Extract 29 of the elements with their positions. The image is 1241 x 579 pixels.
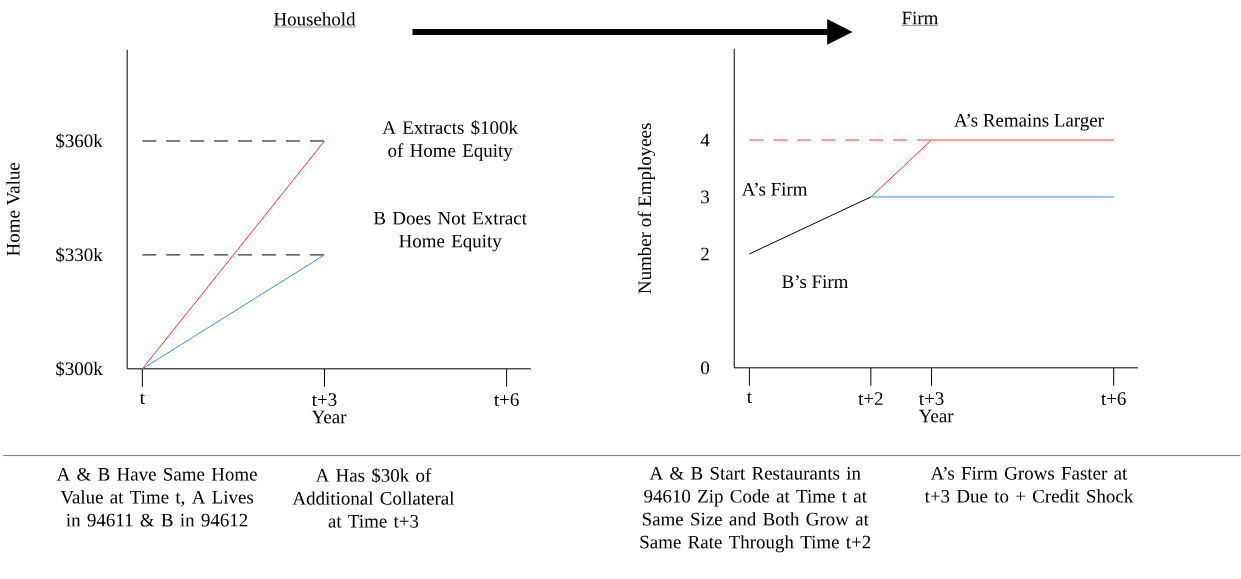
y-tick-label: $300k bbox=[56, 361, 103, 377]
x-tick-label: t+6 bbox=[1101, 392, 1126, 405]
text: A Has $30k of Additional Collateral at Time t+3 bbox=[292, 467, 455, 528]
y-axis-title: Number of Employees bbox=[637, 123, 656, 294]
x-tick-label: t+3 bbox=[311, 393, 337, 406]
y-tick-label: 2 bbox=[701, 247, 709, 261]
chart-title: Firm bbox=[902, 11, 939, 25]
y-tick-label: 0 bbox=[701, 361, 710, 375]
x-tick-label: t+2 bbox=[858, 392, 883, 405]
x-tick-label: t bbox=[746, 392, 752, 404]
y-tick-label: 4 bbox=[700, 133, 710, 147]
x-axis-title: Year bbox=[311, 410, 347, 424]
y-tick-label: 3 bbox=[701, 190, 710, 204]
y-axis-title: Home Value bbox=[6, 162, 20, 256]
annotation: B Does Not Extract Home Equity bbox=[373, 211, 527, 252]
text: A & B Start Restaurants in 94610 Zip Code at Time t at Same Size and Both Grow at Same Rate Through Time t+2 bbox=[640, 466, 871, 553]
x-tick-label: t+6 bbox=[494, 393, 519, 406]
y-tick-label: $360k bbox=[56, 133, 103, 149]
annotation: A’s Firm bbox=[741, 182, 808, 196]
text: A & B Have Same Home Value at Time t, A Lives in 94611 & B in 94612 bbox=[56, 467, 257, 527]
text: A’s Firm Grows Faster at t+3 Due to + Credit Shock bbox=[924, 466, 1134, 503]
x-tick-label: t bbox=[139, 393, 145, 405]
annotation: A Extracts $100k of Home Equity bbox=[382, 120, 518, 161]
annotation: A’s Remains Larger bbox=[954, 113, 1104, 131]
x-axis-title: Year bbox=[918, 409, 954, 423]
x-tick-label: t+3 bbox=[919, 392, 944, 405]
annotation: B’s Firm bbox=[782, 275, 849, 289]
chart-title: Household bbox=[274, 12, 356, 26]
y-tick-label: $330k bbox=[56, 247, 103, 263]
